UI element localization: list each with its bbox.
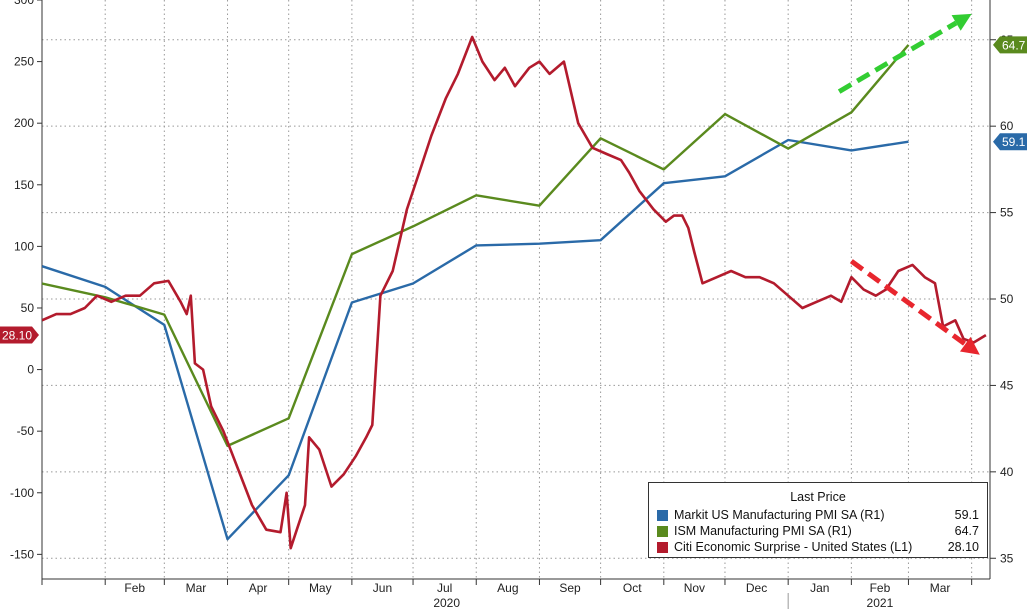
legend-value-citi: 28.10	[947, 540, 979, 554]
left-tick-label: 200	[14, 116, 34, 130]
legend-value-ism: 64.7	[954, 524, 979, 538]
series-line-0	[42, 138, 909, 541]
x-tick-label: Oct	[623, 581, 642, 595]
x-tick-label: Jul	[437, 581, 452, 595]
right-tick-label: 60	[1000, 119, 1014, 133]
x-tick-label: Dec	[746, 581, 767, 595]
legend-swatch-markit	[657, 509, 668, 521]
x-tick-label: Apr	[249, 581, 268, 595]
legend-swatch-citi	[657, 541, 668, 553]
ism-last-value-label-bg	[993, 36, 1027, 54]
trend-arrows	[837, 13, 980, 355]
trend-arrow-head	[951, 13, 972, 31]
legend-title: Last Price	[790, 490, 846, 504]
left-tick-label: -100	[10, 486, 34, 500]
legend-item-ism: ISM Manufacturing PMI SA (R1) 64.7	[657, 523, 979, 539]
legend: Last Price Markit US Manufacturing PMI S…	[648, 482, 988, 558]
citi-last-value-label-bg	[0, 326, 39, 344]
x-tick-label: Sep	[559, 581, 581, 595]
markit-last-value-label: 59.1	[1002, 135, 1026, 149]
trend-arrow-head	[959, 336, 980, 355]
x-year-label: 2020	[433, 596, 460, 609]
left-tick-label: 150	[14, 178, 34, 192]
markit-last-value-label-bg	[993, 133, 1027, 151]
left-tick-label: 300	[14, 0, 34, 7]
x-tick-label: Mar	[930, 581, 951, 595]
ism-last-value-label: 64.7	[1002, 38, 1026, 52]
right-tick-label: 35	[1000, 551, 1014, 565]
left-tick-label: -150	[10, 547, 34, 561]
legend-label-ism: ISM Manufacturing PMI SA (R1)	[674, 524, 852, 538]
x-tick-label: Aug	[497, 581, 518, 595]
left-tick-label: 0	[27, 363, 34, 377]
right-tick-label: 55	[1000, 206, 1014, 220]
legend-item-citi: Citi Economic Surprise - United States (…	[657, 539, 979, 555]
legend-label-markit: Markit US Manufacturing PMI SA (R1)	[674, 508, 885, 522]
left-tick-label: 250	[14, 55, 34, 69]
left-tick-label: -50	[17, 424, 35, 438]
series-lines	[42, 35, 987, 550]
left-tick-label: 50	[21, 301, 35, 315]
right-tick-label: 50	[1000, 292, 1014, 306]
x-tick-label: May	[309, 581, 332, 595]
legend-value-markit: 59.1	[954, 508, 979, 522]
x-tick-label: Mar	[186, 581, 207, 595]
legend-item-markit: Markit US Manufacturing PMI SA (R1) 59.1	[657, 507, 979, 523]
gridlines	[41, 0, 990, 579]
x-tick-label: Nov	[684, 581, 705, 595]
x-tick-label: Jan	[810, 581, 829, 595]
series-line-1	[42, 44, 910, 448]
right-tick-label: 40	[1000, 465, 1014, 479]
trend-arrow-shaft	[849, 259, 967, 347]
last-value-labels: 64.7 59.1 28.10	[0, 36, 1027, 344]
x-tick-label: Feb	[124, 581, 145, 595]
x-tick-label: Jun	[373, 581, 392, 595]
legend-label-citi: Citi Economic Surprise - United States (…	[674, 540, 913, 554]
legend-swatch-ism	[657, 525, 668, 537]
citi-last-value-label: 28.10	[2, 328, 32, 342]
series-line-2	[42, 35, 987, 550]
x-tick-label: Feb	[870, 581, 891, 595]
right-tick-label: 45	[1000, 378, 1014, 392]
trend-arrow-shaft	[837, 20, 958, 94]
left-tick-label: 100	[14, 239, 34, 253]
x-year-label: 2021	[867, 596, 894, 609]
